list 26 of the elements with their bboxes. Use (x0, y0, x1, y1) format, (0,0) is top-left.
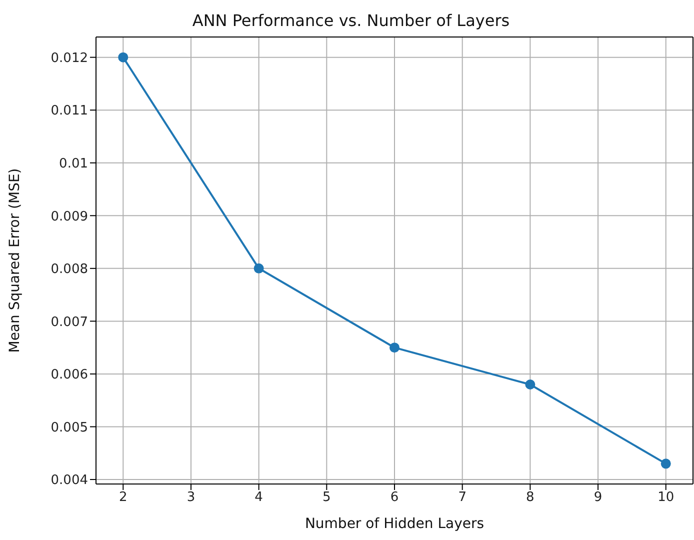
x-tick-label: 2 (118, 490, 128, 506)
x-tick-label: 4 (254, 490, 263, 506)
y-tick-label: 0.004 (50, 473, 88, 488)
x-tick-label: 5 (322, 490, 331, 506)
x-tick-label: 9 (594, 490, 602, 506)
x-tick-label: 8 (526, 490, 534, 506)
y-tick-label: 0.008 (50, 262, 88, 278)
point (660, 458, 671, 469)
y-tick-label: 0.012 (50, 50, 88, 66)
y-tick-label: 0.009 (50, 209, 88, 224)
x-tick-label: 10 (658, 490, 674, 506)
point (390, 342, 400, 353)
x-tick-label: 7 (458, 490, 466, 506)
y-tick-label: 0.007 (50, 314, 88, 330)
point (254, 263, 264, 274)
y-tick-label: 0.01 (59, 156, 88, 172)
y-axis-title: Mean Squared Error (MSE) (6, 168, 23, 353)
chart-title: ANN Performance vs. Number of Layers (191, 10, 511, 32)
x-tick-label: 6 (390, 490, 399, 506)
y-tick-label: 0.006 (50, 368, 88, 383)
y-tick-label: 0.011 (50, 104, 88, 119)
x-axis-title: Number of Hidden Layers (304, 516, 484, 532)
point (118, 52, 128, 62)
point (525, 380, 536, 390)
x-tick-label: 3 (186, 490, 196, 506)
y-tick-label: 0.005 (50, 420, 88, 436)
